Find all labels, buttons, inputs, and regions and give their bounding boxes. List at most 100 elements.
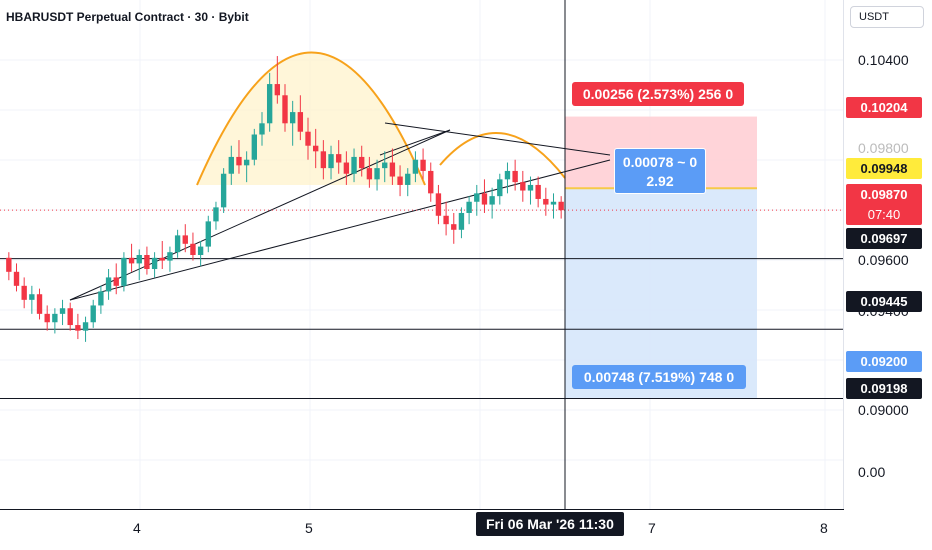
trend-line <box>69 129 451 301</box>
price-chart[interactable] <box>0 0 844 510</box>
candle-body <box>474 193 480 202</box>
price-tick: 0.09800 <box>858 140 909 156</box>
candle-body <box>297 112 304 132</box>
candle-body <box>251 134 257 160</box>
candle-body <box>282 95 288 124</box>
candle-body <box>75 325 81 331</box>
candle-body <box>550 201 557 205</box>
target-price-label: 0.10204 <box>846 97 922 118</box>
candle-body <box>228 156 234 174</box>
candle-body <box>236 156 242 166</box>
candle-body <box>197 246 204 255</box>
candle-body <box>520 182 526 191</box>
candle-body <box>190 243 196 255</box>
candle-body <box>343 162 350 174</box>
trend-line <box>384 122 611 156</box>
candle-body <box>259 123 265 135</box>
candle-body <box>328 154 334 169</box>
candle-body <box>320 151 327 169</box>
target-info-box[interactable]: 0.00256 (2.573%) 256 0 <box>572 82 744 106</box>
time-tick: 5 <box>305 520 313 536</box>
candle-body <box>382 162 388 169</box>
trend-line <box>379 129 451 156</box>
candle-body <box>213 207 219 222</box>
price-axis[interactable] <box>844 0 932 550</box>
price-tick: 0.10400 <box>858 52 909 68</box>
bar-countdown: 07:40 <box>846 204 922 225</box>
candle-body <box>36 294 43 314</box>
candle-body <box>543 198 549 205</box>
candle-body <box>535 184 541 199</box>
candle-body <box>305 131 311 146</box>
candle-body <box>29 294 35 300</box>
candle-body <box>489 196 495 205</box>
candle-body <box>435 193 442 216</box>
candle-body <box>52 313 58 323</box>
trend-line <box>69 159 611 301</box>
candle-body <box>389 162 396 177</box>
candle-body <box>412 159 419 174</box>
price-tick: 0.09000 <box>858 402 909 418</box>
stop-info-box[interactable]: 0.00748 (7.519%) 748 0 <box>572 365 746 389</box>
candle-body <box>405 173 411 185</box>
candle-body <box>44 313 50 323</box>
price-tick: 0.00 <box>858 464 886 480</box>
candle-body <box>136 255 142 264</box>
entry-price-label: 0.09948 <box>846 158 922 179</box>
candle-body <box>274 84 281 96</box>
candle-body <box>182 235 188 244</box>
head-arc <box>196 51 426 186</box>
stop-price-label: 0.09200 <box>846 351 922 372</box>
current-price-label: 0.09870 <box>846 184 922 205</box>
chart-title: HBARUSDT Perpetual Contract · 30 · Bybit <box>6 10 249 24</box>
candle-body <box>428 170 434 194</box>
stop-zone <box>565 188 757 398</box>
candle-body <box>497 179 503 197</box>
candle-body <box>420 159 426 171</box>
candle-body <box>174 235 181 253</box>
candle-body <box>113 277 119 286</box>
time-tick: 4 <box>133 520 141 536</box>
level-label: 0.09198 <box>846 378 922 399</box>
candle-body <box>98 291 104 306</box>
candle-body <box>351 156 357 174</box>
candle-body <box>451 224 457 230</box>
level-label: 0.09697 <box>846 228 922 249</box>
candle-body <box>144 255 150 270</box>
candle-body <box>289 112 296 124</box>
candle-body <box>6 257 12 272</box>
position-info-line1: 0.00078 ~ 0 <box>622 154 698 170</box>
candle-body <box>220 173 227 208</box>
time-tick: 7 <box>648 520 656 536</box>
candle-body <box>59 308 66 314</box>
candle-body <box>121 257 127 286</box>
candle-body <box>397 176 403 185</box>
candle-body <box>374 168 380 180</box>
candle-body <box>159 257 165 261</box>
position-info-box[interactable]: 0.00078 ~ 0 2.92 <box>614 148 706 194</box>
candle-body <box>21 285 27 300</box>
candle-body <box>504 170 511 180</box>
candle-body <box>205 221 211 247</box>
candle-body <box>443 215 449 225</box>
candle-body <box>128 257 135 264</box>
candle-body <box>151 257 158 270</box>
candle-body <box>527 184 534 191</box>
currency-selector[interactable]: USDT <box>850 6 924 28</box>
position-info-line2: 2.92 <box>646 173 674 189</box>
candle-body <box>512 170 518 183</box>
crosshair-time-label: Fri 06 Mar '26 11:30 <box>476 512 624 536</box>
level-label: 0.09445 <box>846 291 922 312</box>
candle-body <box>558 201 564 211</box>
candle-body <box>359 156 365 169</box>
candle-body <box>313 145 319 152</box>
candle-body <box>243 159 250 166</box>
candle-body <box>466 201 472 213</box>
cup-arc <box>439 132 566 179</box>
candle-body <box>105 277 112 292</box>
candle-body <box>90 305 96 323</box>
time-tick: 8 <box>820 520 828 536</box>
candle-body <box>481 193 488 205</box>
candle-body <box>366 168 373 180</box>
candle-body <box>82 322 89 331</box>
